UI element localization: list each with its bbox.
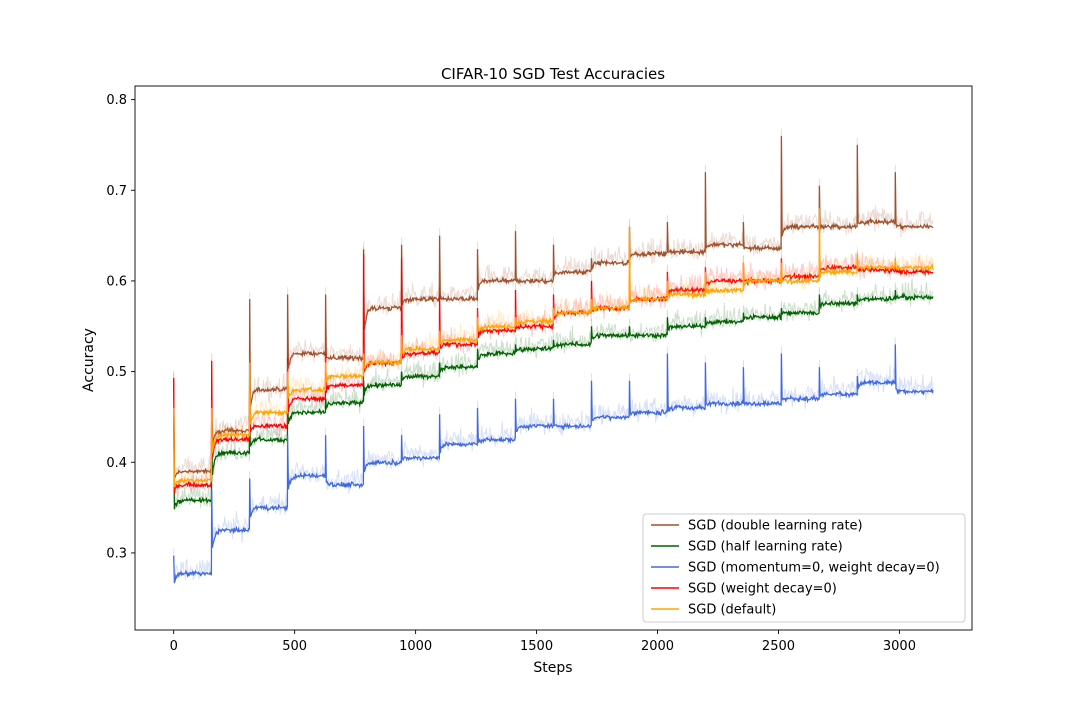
x-axis-label: Steps (533, 660, 572, 676)
legend: SGD (double learning rate) SGD (half lear… (642, 513, 966, 623)
legend-label-0: SGD (double learning rate) (688, 519, 863, 534)
y-tick-label-4: 0.7 (106, 184, 127, 199)
y-tick-label-1: 0.4 (106, 456, 127, 471)
x-tick-label-6: 3000 (883, 639, 916, 654)
x-tick-label-2: 1000 (399, 639, 432, 654)
y-tick-label-0: 0.3 (106, 546, 127, 561)
series-line-2 (173, 344, 934, 584)
series-layer (173, 128, 934, 584)
y-axis-label: Accuracy (81, 328, 97, 392)
x-tick-label-1: 500 (282, 639, 307, 654)
series-line-1 (173, 289, 934, 510)
y-tick-label-3: 0.6 (106, 274, 127, 289)
x-tick-label-5: 2500 (762, 639, 795, 654)
y-tick-label-2: 0.5 (106, 365, 127, 380)
x-tick-label-4: 2000 (641, 639, 674, 654)
legend-label-4: SGD (default) (688, 603, 776, 618)
x-tick-label-0: 0 (170, 639, 178, 654)
chart-title: CIFAR-10 SGD Test Accuracies (441, 65, 665, 83)
plot-frame (134, 85, 973, 631)
axes-layer: 0 500 1000 1500 2000 2500 3000 0.3 0.4 0.5 0.6 0.7 0… (106, 85, 973, 654)
legend-label-3: SGD (weight decay=0) (688, 582, 837, 597)
legend-label-2: SGD (momentum=0, weight decay=0) (688, 561, 940, 576)
legend-box (642, 513, 966, 623)
series-line-0 (173, 135, 934, 479)
y-tick-label-5: 0.8 (106, 93, 127, 108)
series-line-4 (173, 208, 934, 488)
series-band-1 (173, 278, 934, 509)
x-tick-label-3: 1500 (520, 639, 553, 654)
legend-label-1: SGD (half learning rate) (688, 540, 843, 555)
